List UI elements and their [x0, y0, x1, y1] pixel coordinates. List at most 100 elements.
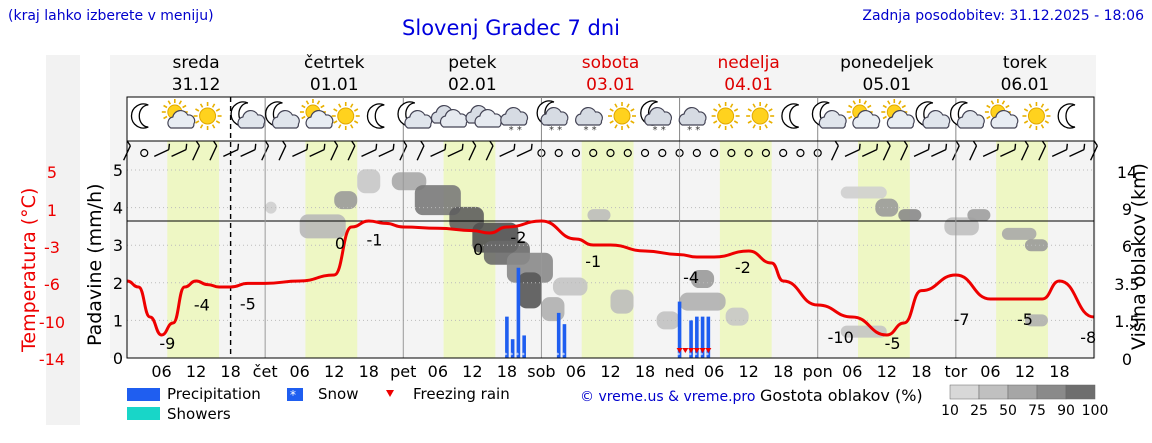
snow-flake-mark: * [522, 352, 525, 359]
cloud-density-blob [840, 325, 887, 338]
sun-disc [613, 107, 631, 125]
moon-cloud-icon [397, 101, 433, 129]
wind-feather [1093, 140, 1098, 147]
moon-icon [781, 103, 799, 129]
snowflake-mark: * * [687, 125, 700, 136]
sun-ray [882, 104, 887, 109]
cloud-density-blob [725, 307, 749, 326]
precip-tick-label: 1 [113, 311, 123, 330]
wind-shaft [153, 148, 170, 158]
credit-text: © vreme.us & vreme.pro [580, 389, 755, 405]
snow-flake-mark: * [556, 352, 559, 359]
wind-feather [513, 143, 516, 150]
wind-shaft [499, 148, 515, 158]
snowflake-mark: * * [509, 125, 522, 136]
moon-cloud-icon [230, 101, 266, 129]
day-name: sobota [582, 53, 640, 73]
sun-disc [717, 107, 735, 125]
snow-flake-mark: * [562, 352, 565, 359]
wind-barb [830, 140, 839, 161]
moon-cloud-icon [950, 101, 985, 129]
wind-feather [254, 143, 257, 150]
wind-feather [212, 140, 218, 147]
precip-bar [556, 312, 561, 358]
wind-shaft [240, 148, 256, 158]
moon-icon [130, 103, 149, 129]
sun-ray [848, 104, 853, 109]
wind-barb [447, 143, 464, 158]
cloud-shape [575, 106, 603, 126]
sun-ray [609, 108, 614, 112]
wind-barb [278, 140, 287, 161]
last-updated: Zadnja posodobitev: 31.12.2025 - 18:06 [862, 8, 1144, 24]
x-tick-label: 12 [186, 362, 206, 381]
temperature-axis-title: Temperatura (°C) [18, 188, 40, 353]
sun-ray [630, 108, 635, 112]
sun-ray [986, 104, 991, 109]
sun-disc [337, 107, 355, 125]
snowflake-mark: * * [583, 125, 596, 136]
cloud-shape [852, 109, 881, 129]
wind-feather [333, 140, 339, 147]
wind-feather [530, 143, 533, 150]
wind-shaft [447, 148, 463, 158]
snow-flake-mark: * [677, 352, 680, 359]
cloud-shape [922, 109, 951, 129]
precip-bar [700, 316, 705, 358]
cloud-density-blob [552, 277, 588, 296]
x-tick-label: sob [527, 362, 555, 381]
day-name: petek [448, 53, 496, 73]
cloud-scale-label: 90 [1057, 403, 1075, 419]
temp-tick-label: -10 [39, 313, 65, 332]
cloud-shape [305, 109, 334, 129]
moon-icon [366, 103, 385, 129]
snow-flake-mark: * [689, 352, 692, 359]
precip-tick-label: 2 [113, 274, 123, 293]
sun-ray [1023, 120, 1029, 124]
cloud-density-blob [691, 270, 715, 289]
day-name: ponedeljek [840, 53, 934, 73]
sun-ray [333, 120, 338, 124]
cloud-height-tick-label: 6 [1122, 237, 1132, 256]
legend-precip-swatch [127, 388, 160, 401]
day-name: nedelja [717, 53, 779, 73]
wind-shaft [192, 145, 201, 161]
snow-flake-mark: * [516, 352, 519, 359]
cloud-height-axis-title: Višina oblakov (km) [1128, 163, 1150, 350]
legend-snow-swatch [287, 388, 303, 401]
temp-tick-label: -14 [39, 350, 65, 369]
sun-ray [182, 104, 187, 109]
snowflake-mark: * * [549, 125, 562, 136]
calm-wind-marker [606, 148, 615, 158]
cloud-shape [886, 109, 915, 129]
wind-feather [168, 143, 171, 150]
x-tick-label: ned [665, 362, 695, 381]
wind-feather [264, 140, 270, 147]
calm-wind-marker [710, 148, 719, 158]
sun-ray [178, 100, 182, 105]
wind-barb [861, 143, 879, 158]
wind-shaft [1020, 145, 1029, 161]
moon-shape [781, 103, 799, 129]
cloud-density-blob [1024, 314, 1048, 327]
wind-feather [195, 140, 201, 147]
cloud-density-blob [944, 217, 979, 236]
precip-bar [516, 267, 521, 358]
wind-barb [240, 143, 257, 158]
sun-ray [630, 120, 635, 124]
wind-shaft [292, 148, 308, 158]
sun-ray [350, 103, 354, 108]
calm-wind-marker [623, 148, 632, 158]
legend-showers-swatch [127, 407, 160, 420]
wind-feather [323, 143, 326, 150]
cloud-density-blob [610, 289, 634, 314]
sun-ray [353, 120, 359, 124]
cloud-shape [956, 109, 985, 129]
day-name: sreda [173, 53, 220, 73]
freezing-rain-marker [676, 348, 683, 353]
x-tick-label: 06 [566, 362, 586, 381]
sun-ray [211, 124, 216, 129]
wind-shaft [844, 148, 860, 158]
cloud-shape [540, 106, 569, 126]
